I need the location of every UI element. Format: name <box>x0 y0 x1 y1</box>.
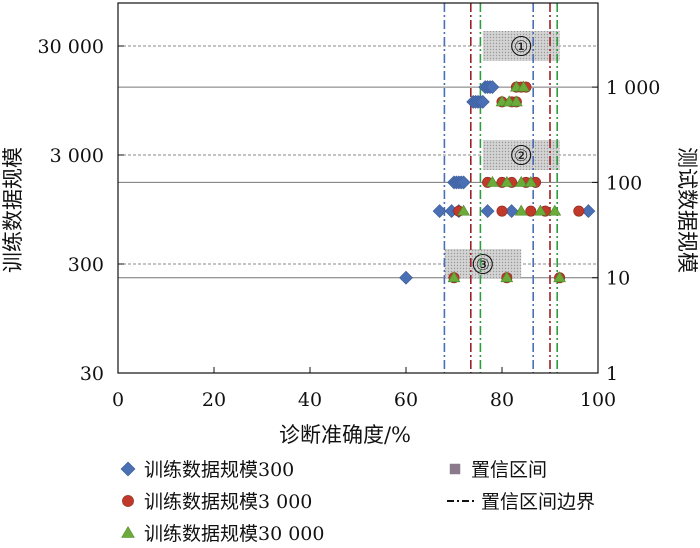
data-point <box>524 175 538 187</box>
x-tick-label: 60 <box>394 389 418 411</box>
legend-label: 训练数据规模3 000 <box>144 491 312 513</box>
data-point <box>485 80 500 95</box>
x-tick-label: 0 <box>112 389 124 411</box>
confidence-box-label: ① <box>514 37 528 56</box>
left-y-tick-label: 30 000 <box>38 36 104 58</box>
legend-marker <box>120 461 136 477</box>
left-y-tick-label: 3 000 <box>50 145 104 167</box>
legend-label: 置信区间 <box>471 459 547 481</box>
data-point <box>517 80 530 92</box>
x-tick-label: 20 <box>202 389 226 411</box>
legend-marker <box>121 526 135 538</box>
confidence-box-label: ③ <box>476 255 490 274</box>
x-tick-label: 80 <box>490 389 514 411</box>
legend-label: 训练数据规模30 000 <box>144 523 324 545</box>
data-point <box>456 175 471 190</box>
data-point <box>486 175 499 187</box>
legend-label: 训练数据规模300 <box>144 459 294 481</box>
legend-marker <box>449 463 461 475</box>
data-point <box>432 204 447 219</box>
data-point <box>504 204 519 219</box>
right-y-tick-label: 1 000 <box>606 77 660 99</box>
data-point <box>581 204 596 219</box>
data-point <box>475 94 490 109</box>
x-tick-label: 40 <box>298 389 322 411</box>
x-axis-title: 诊断准确度/% <box>279 423 411 447</box>
left-y-tick-label: 300 <box>68 254 104 276</box>
confidence-box-label-ring <box>511 144 532 166</box>
right-y-tick-label: 1 <box>606 363 618 385</box>
left-y-axis-title: 训练数据规模 <box>1 147 25 273</box>
data-point <box>500 175 514 187</box>
data-point <box>500 271 514 283</box>
plot-frame <box>117 2 599 374</box>
data-point <box>534 204 547 216</box>
left-y-tick-label: 30 <box>80 363 104 385</box>
data-point <box>514 175 528 187</box>
confidence-box-label: ② <box>514 146 528 165</box>
confidence-box-label-ring <box>472 253 493 275</box>
legend-label: 置信区间边界 <box>481 491 595 513</box>
data-point <box>548 204 562 216</box>
data-point <box>525 205 537 217</box>
data-point <box>573 205 585 217</box>
legend-marker <box>122 495 134 507</box>
x-tick-label: 100 <box>580 389 616 411</box>
data-point <box>510 95 523 107</box>
data-point <box>447 271 461 283</box>
data-point <box>399 270 413 285</box>
data-point <box>553 271 566 283</box>
data-point <box>480 204 495 219</box>
right-y-tick-label: 10 <box>606 268 630 290</box>
right-y-axis-title: 测试数据规模 <box>675 147 699 273</box>
data-point <box>514 204 528 216</box>
right-y-tick-label: 100 <box>606 172 642 194</box>
data-point <box>457 204 470 216</box>
data-point <box>496 205 508 217</box>
confidence-box-label-ring <box>511 35 532 57</box>
